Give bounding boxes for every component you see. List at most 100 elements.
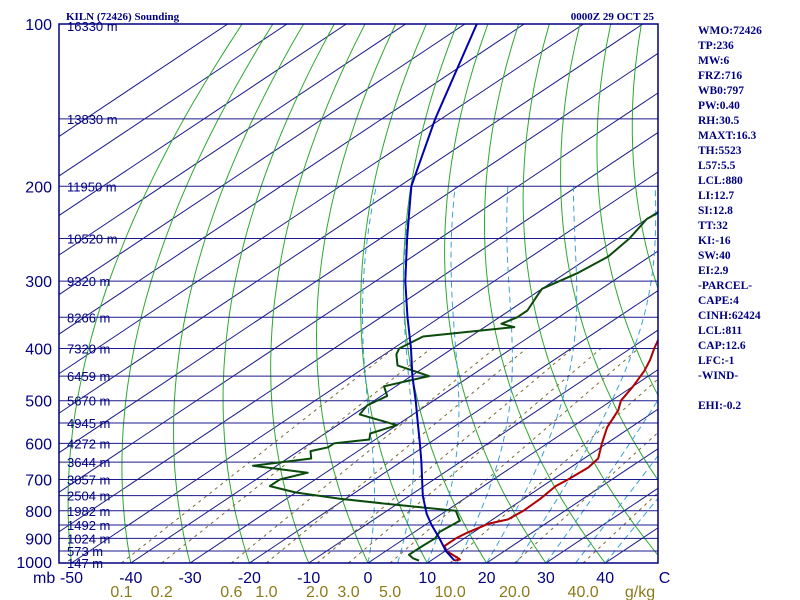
- index-item: LCL:880: [698, 175, 743, 187]
- isotherm-line: [59, 24, 644, 414]
- dry-adiabat-line: [402, 24, 488, 563]
- pressure-tick-label: 400: [25, 342, 52, 359]
- mixing-ratio-label: 1.0: [255, 584, 277, 600]
- temperature-tick-label: -20: [238, 570, 261, 587]
- temperature-tick-label: 0: [364, 570, 373, 587]
- dry-adiabat-line: [764, 24, 800, 574]
- moist-adiabat-line: [575, 454, 658, 563]
- dry-adiabat-line: [121, 24, 274, 563]
- mixing-ratio-unit-label: g/kg: [625, 584, 655, 600]
- index-item: LFC:-1: [698, 355, 735, 367]
- mixing-ratio-line: [231, 348, 495, 563]
- index-item: SW:40: [698, 250, 731, 262]
- dry-adiabat-line: [173, 24, 305, 563]
- temperature-tick-label: 40: [596, 570, 614, 587]
- pressure-tick-label: 300: [25, 274, 52, 291]
- height-label: 1492 m: [67, 518, 110, 533]
- temperature-profile-line: [443, 337, 658, 562]
- mixing-ratio-line: [389, 348, 639, 563]
- pressure-tick-label: 200: [25, 179, 52, 196]
- height-label: 9320 m: [67, 274, 110, 289]
- temperature-tick-label: 30: [537, 570, 555, 587]
- isotherm-line: [486, 448, 658, 563]
- dry-adiabat-line: [560, 24, 658, 481]
- isotherm-line: [130, 210, 658, 563]
- index-item: TH:5523: [698, 145, 742, 157]
- sounding-profiles: [252, 24, 658, 562]
- moist-adiabat-line: [604, 497, 658, 563]
- mixing-ratio-label: 0.1: [110, 584, 132, 600]
- index-item: MW:6: [698, 55, 730, 67]
- pressure-unit-label: mb: [33, 570, 55, 587]
- pressure-tick-label: 500: [25, 394, 52, 411]
- height-label: 573 m: [67, 544, 103, 559]
- height-label: 11950 m: [67, 179, 117, 194]
- height-label: 2504 m: [67, 489, 110, 504]
- index-item: FRZ:716: [698, 70, 743, 82]
- mixing-ratio-label: 2.0: [306, 584, 328, 600]
- height-label: 3057 m: [67, 473, 110, 488]
- index-item: TT:32: [698, 220, 728, 232]
- height-label: 7320 m: [67, 342, 110, 357]
- mixing-ratio-label: 0.2: [151, 584, 173, 600]
- temperature-tick-label: -10: [297, 570, 320, 587]
- index-item: WB0:797: [698, 85, 744, 97]
- isotherm-line: [59, 131, 658, 533]
- temperature-tick-label: 10: [418, 570, 436, 587]
- dry-adiabat-line: [522, 24, 658, 556]
- height-label: 16330 m: [67, 19, 118, 34]
- mixing-ratio-label: 40.0: [568, 584, 599, 600]
- index-item: SI:12.8: [698, 205, 733, 217]
- pressure-tick-label: 900: [25, 531, 52, 548]
- dry-adiabat-line: [444, 24, 547, 563]
- station-title: KILN (72426) Sounding: [66, 11, 180, 23]
- height-label: 4945 m: [67, 416, 110, 431]
- moist-adiabat-line: [515, 186, 657, 563]
- moist-adiabat-line: [545, 399, 658, 563]
- index-item: KI:-16: [698, 235, 731, 247]
- index-item: WMO:72426: [698, 25, 762, 37]
- mixing-ratio-label: 20.0: [499, 584, 530, 600]
- moist-adiabat-line: [426, 186, 460, 563]
- dewpoint-profile-line: [252, 211, 658, 562]
- temperature-tick-label: -40: [119, 570, 142, 587]
- isotherm-line: [71, 171, 658, 563]
- isotherm-line: [59, 24, 228, 138]
- isotherm-line: [59, 52, 658, 454]
- mixing-ratio-line: [161, 348, 432, 563]
- pressure-tick-label: 1000: [16, 555, 52, 572]
- index-item: L57:5.5: [698, 160, 736, 172]
- pressure-tick-label: 100: [25, 17, 52, 34]
- height-label: 10520 m: [67, 231, 118, 246]
- index-item: [698, 384, 762, 399]
- dry-adiabat-line: [315, 24, 397, 563]
- isotherm-line: [59, 24, 525, 335]
- mixing-ratio-label: 5.0: [379, 584, 401, 600]
- index-item: LCL:811: [698, 325, 743, 337]
- background-lines: [59, 24, 800, 574]
- height-label: 1024 m: [67, 531, 110, 546]
- index-item: TP:236: [698, 40, 734, 52]
- mixing-ratio-line: [266, 348, 527, 563]
- height-label: 4272 m: [67, 436, 110, 451]
- index-item: CAPE:4: [698, 295, 739, 307]
- pressure-tick-label: 600: [25, 436, 52, 453]
- temperature-tick-label: -50: [60, 570, 83, 587]
- index-item: EI:2.9: [698, 265, 729, 277]
- isotherm-line: [59, 24, 288, 177]
- dry-adiabat-line: [270, 24, 366, 563]
- dry-adiabat-line: [795, 24, 800, 574]
- isotherm-line: [59, 24, 466, 296]
- isotherm-line: [427, 408, 658, 563]
- dry-adiabat-line: [596, 24, 658, 397]
- pressure-tick-label: 700: [25, 473, 52, 490]
- index-item: PW:0.40: [698, 100, 740, 112]
- parcel-path-line: [404, 24, 478, 562]
- mixing-ratio-label: 3.0: [337, 584, 359, 600]
- stability-indices-panel: WMO:72426 TP:236 MW:6 FRZ:716 WB0:797 PW:0.40…: [698, 24, 762, 414]
- dry-adiabat-line: [67, 24, 243, 563]
- mixing-ratio-label: 10.0: [435, 584, 466, 600]
- height-label: 8266 m: [67, 310, 110, 325]
